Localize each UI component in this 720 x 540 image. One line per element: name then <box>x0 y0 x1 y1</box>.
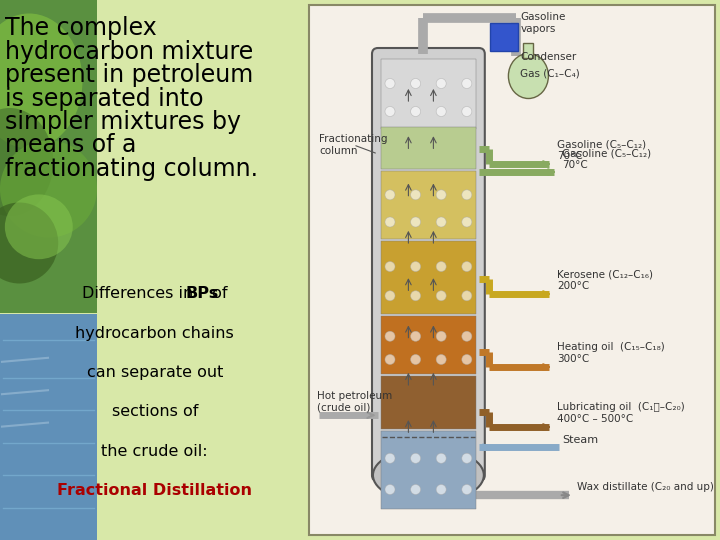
Text: simpler mixtures by: simpler mixtures by <box>5 110 241 134</box>
Circle shape <box>385 354 395 364</box>
Bar <box>381 171 476 239</box>
Bar <box>381 316 476 374</box>
Circle shape <box>410 291 420 301</box>
Text: Heating oil  (C₁₅–C₁₈)
300°C: Heating oil (C₁₅–C₁₈) 300°C <box>557 342 665 364</box>
Bar <box>381 376 476 429</box>
Bar <box>97 0 309 540</box>
Circle shape <box>436 106 446 117</box>
Text: Differences in: Differences in <box>82 286 199 301</box>
Text: Gas (C₁–C₄): Gas (C₁–C₄) <box>521 68 580 78</box>
Bar <box>381 127 476 169</box>
Text: fractionating column.: fractionating column. <box>5 157 258 181</box>
Circle shape <box>410 261 420 272</box>
Text: Wax distillate (C₂₀ and up): Wax distillate (C₂₀ and up) <box>577 482 714 492</box>
Text: Fractionating
column: Fractionating column <box>319 134 387 156</box>
Circle shape <box>410 354 420 364</box>
Bar <box>381 241 476 314</box>
Ellipse shape <box>0 108 53 216</box>
Circle shape <box>410 190 420 200</box>
Text: present in petroleum: present in petroleum <box>5 63 253 87</box>
Circle shape <box>385 106 395 117</box>
FancyBboxPatch shape <box>309 5 715 535</box>
Circle shape <box>410 106 420 117</box>
Ellipse shape <box>0 140 97 238</box>
Ellipse shape <box>508 53 549 98</box>
Circle shape <box>410 453 420 463</box>
Text: can separate out: can separate out <box>86 365 223 380</box>
Text: sections of: sections of <box>112 404 198 420</box>
Circle shape <box>462 261 472 272</box>
Text: Steam: Steam <box>562 435 598 445</box>
Text: Gasoline
vapors: Gasoline vapors <box>521 12 566 33</box>
Circle shape <box>385 484 395 495</box>
Circle shape <box>462 354 472 364</box>
Bar <box>490 23 518 51</box>
Text: Kerosene (C₁₂–C₁₆)
200°C: Kerosene (C₁₂–C₁₆) 200°C <box>557 269 653 291</box>
Circle shape <box>385 332 395 341</box>
Circle shape <box>436 217 446 227</box>
Text: the crude oil:: the crude oil: <box>102 444 208 459</box>
Circle shape <box>410 78 420 89</box>
Circle shape <box>385 190 395 200</box>
Circle shape <box>436 354 446 364</box>
Circle shape <box>436 484 446 495</box>
Circle shape <box>410 332 420 341</box>
Ellipse shape <box>0 202 58 284</box>
Circle shape <box>462 217 472 227</box>
Bar <box>381 59 476 129</box>
Circle shape <box>462 190 472 200</box>
Circle shape <box>436 190 446 200</box>
Circle shape <box>436 291 446 301</box>
Circle shape <box>462 453 472 463</box>
Text: Fractional Distillation: Fractional Distillation <box>58 483 252 498</box>
Ellipse shape <box>5 194 73 259</box>
Circle shape <box>462 106 472 117</box>
Text: Gasoline (C₅–C₁₂)
70°C: Gasoline (C₅–C₁₂) 70°C <box>557 139 646 161</box>
Text: hydrocarbon mixture: hydrocarbon mixture <box>5 39 253 64</box>
FancyBboxPatch shape <box>372 48 485 481</box>
Circle shape <box>436 332 446 341</box>
Text: Differences in BPs of: Differences in BPs of <box>72 286 238 301</box>
Text: BPs: BPs <box>186 286 219 301</box>
Text: Gasoline (C₅–C₁₂)
70°C: Gasoline (C₅–C₁₂) 70°C <box>562 148 651 170</box>
Text: means of a: means of a <box>5 133 136 158</box>
Circle shape <box>385 453 395 463</box>
Text: Condenser: Condenser <box>521 52 577 62</box>
Circle shape <box>436 78 446 89</box>
Bar <box>523 43 534 58</box>
Ellipse shape <box>373 448 484 503</box>
Circle shape <box>385 291 395 301</box>
Circle shape <box>462 332 472 341</box>
Text: of: of <box>207 286 227 301</box>
Text: Lubricating oil  (C₁⁦–C₂₀)
400°C – 500°C: Lubricating oil (C₁⁦–C₂₀) 400°C – 500°C <box>557 402 685 424</box>
Bar <box>381 431 476 509</box>
Circle shape <box>436 453 446 463</box>
Circle shape <box>462 78 472 89</box>
Circle shape <box>385 217 395 227</box>
Circle shape <box>410 484 420 495</box>
Bar <box>0 314 97 540</box>
Circle shape <box>410 217 420 227</box>
Circle shape <box>462 291 472 301</box>
Text: The complex: The complex <box>5 16 157 40</box>
Circle shape <box>436 261 446 272</box>
Circle shape <box>462 484 472 495</box>
Ellipse shape <box>0 14 83 148</box>
Text: Hot petroleum
(crude oil): Hot petroleum (crude oil) <box>317 390 392 412</box>
Text: is separated into: is separated into <box>5 86 204 111</box>
Bar <box>0 0 97 313</box>
Text: hydrocarbon chains: hydrocarbon chains <box>76 326 234 341</box>
Circle shape <box>385 261 395 272</box>
Circle shape <box>385 78 395 89</box>
